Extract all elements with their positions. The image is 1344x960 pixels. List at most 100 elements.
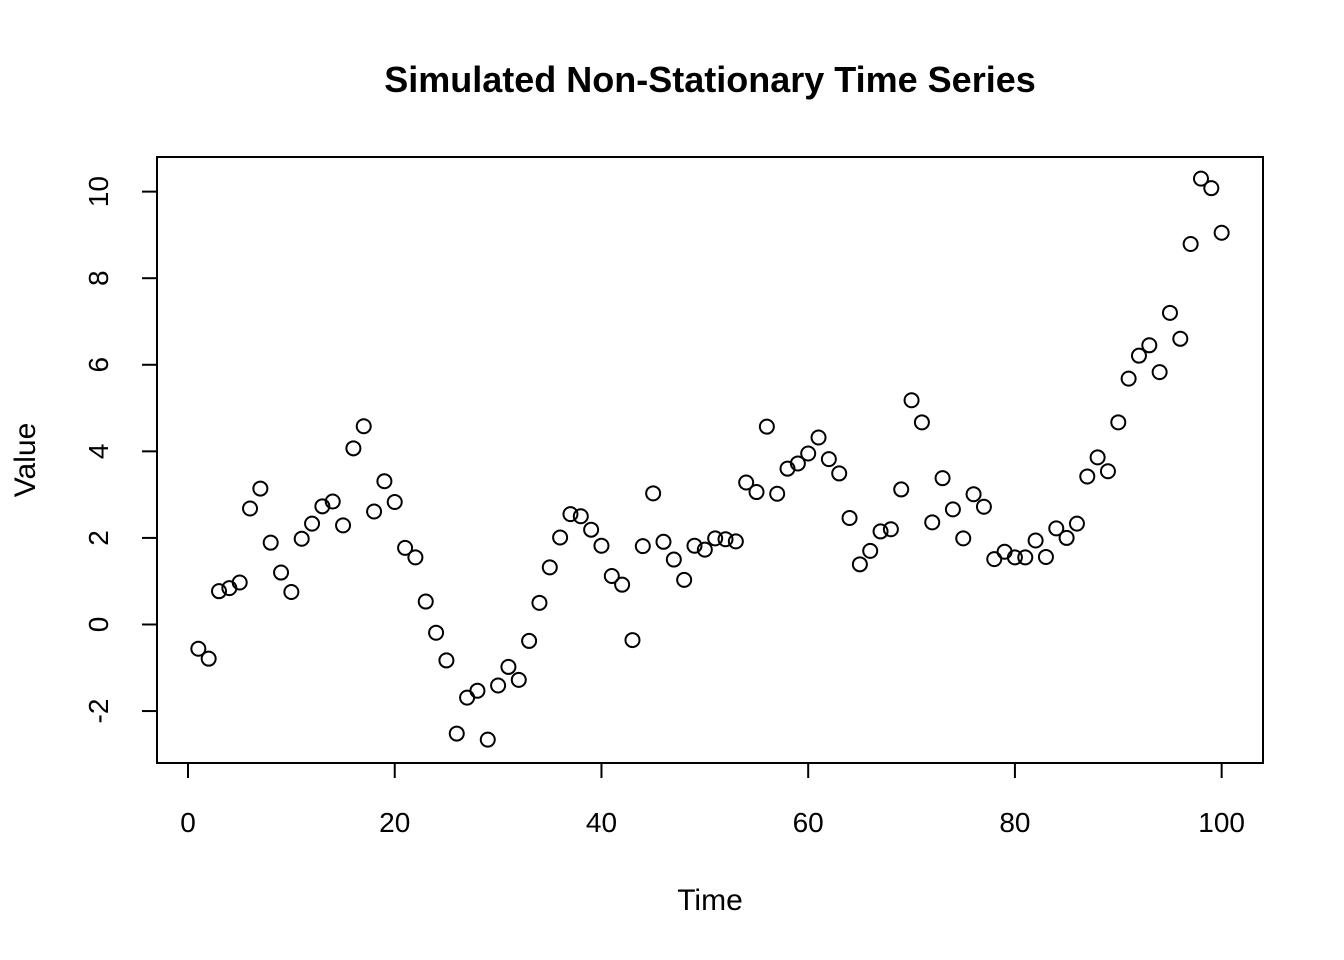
data-point bbox=[851, 556, 868, 573]
data-point bbox=[831, 465, 848, 482]
data-point bbox=[190, 640, 207, 657]
data-point bbox=[211, 583, 228, 600]
x-tick-label: 40 bbox=[586, 807, 617, 838]
data-point bbox=[293, 530, 310, 547]
data-point bbox=[1017, 549, 1034, 566]
data-point bbox=[1151, 364, 1168, 381]
data-point bbox=[748, 484, 765, 501]
data-point bbox=[521, 632, 538, 649]
data-point bbox=[634, 538, 651, 555]
data-point bbox=[1120, 370, 1137, 387]
data-point bbox=[273, 564, 290, 581]
data-point bbox=[676, 571, 693, 588]
x-axis: 0 20 40 60 80 100 bbox=[180, 762, 1245, 838]
data-point bbox=[417, 593, 434, 610]
data-point bbox=[1027, 532, 1044, 549]
data-point bbox=[448, 725, 465, 742]
x-tick-label: 20 bbox=[379, 807, 410, 838]
data-point bbox=[541, 559, 558, 576]
y-tick-label: 6 bbox=[83, 357, 114, 373]
data-point bbox=[252, 480, 269, 497]
data-point bbox=[872, 523, 889, 540]
data-point bbox=[428, 624, 445, 641]
data-points bbox=[190, 170, 1230, 748]
data-point bbox=[531, 594, 548, 611]
data-point bbox=[469, 682, 486, 699]
data-point bbox=[1099, 463, 1116, 480]
data-point bbox=[893, 481, 910, 498]
data-point bbox=[407, 549, 424, 566]
x-tick-label: 0 bbox=[180, 807, 196, 838]
data-point bbox=[944, 501, 961, 518]
data-point bbox=[200, 650, 217, 667]
data-point bbox=[283, 584, 300, 601]
data-point bbox=[862, 542, 879, 559]
data-point bbox=[593, 537, 610, 554]
y-axis: -2 0 2 4 6 8 10 bbox=[83, 176, 158, 724]
data-point bbox=[355, 418, 372, 435]
x-tick-label: 100 bbox=[1198, 807, 1245, 838]
y-tick-label: 10 bbox=[83, 176, 114, 207]
data-point bbox=[314, 498, 331, 515]
data-point bbox=[386, 493, 403, 510]
data-point bbox=[1161, 304, 1178, 321]
data-point bbox=[242, 500, 259, 517]
data-point bbox=[1192, 170, 1209, 187]
data-point bbox=[882, 521, 899, 538]
data-point bbox=[335, 517, 352, 534]
data-point bbox=[262, 534, 279, 551]
y-tick-label: 0 bbox=[83, 617, 114, 633]
data-point bbox=[479, 731, 496, 748]
data-point bbox=[500, 658, 517, 675]
data-point bbox=[366, 503, 383, 520]
data-point bbox=[769, 485, 786, 502]
data-point bbox=[1089, 449, 1106, 466]
data-point bbox=[800, 445, 817, 462]
data-point bbox=[1203, 180, 1220, 197]
y-axis-label: Value bbox=[9, 423, 42, 498]
data-point bbox=[955, 530, 972, 547]
data-point bbox=[614, 576, 631, 593]
data-point bbox=[583, 521, 600, 538]
data-point bbox=[696, 541, 713, 558]
data-point bbox=[304, 515, 321, 532]
chart-title: Simulated Non-Stationary Time Series bbox=[384, 59, 1036, 100]
x-tick-label: 80 bbox=[999, 807, 1030, 838]
data-point bbox=[903, 392, 920, 409]
data-point bbox=[1058, 529, 1075, 546]
data-point bbox=[624, 632, 641, 649]
data-point bbox=[324, 493, 341, 510]
data-point bbox=[924, 514, 941, 531]
data-point bbox=[572, 508, 589, 525]
data-point bbox=[986, 551, 1003, 568]
data-point bbox=[1068, 515, 1085, 532]
data-point bbox=[490, 677, 507, 694]
data-point bbox=[810, 429, 827, 446]
data-point bbox=[1110, 414, 1127, 431]
data-point bbox=[841, 510, 858, 527]
data-point bbox=[913, 414, 930, 431]
data-point bbox=[1130, 347, 1147, 364]
y-tick-label: 2 bbox=[83, 530, 114, 546]
data-point bbox=[1048, 520, 1065, 537]
data-point bbox=[965, 486, 982, 503]
y-tick-label: -2 bbox=[83, 699, 114, 724]
x-tick-label: 60 bbox=[793, 807, 824, 838]
data-point bbox=[975, 498, 992, 515]
data-point bbox=[397, 539, 414, 556]
data-point bbox=[789, 455, 806, 472]
data-point bbox=[1079, 468, 1096, 485]
data-point bbox=[707, 530, 724, 547]
data-point bbox=[603, 568, 620, 585]
plot-area-frame bbox=[156, 156, 1264, 764]
data-point bbox=[562, 506, 579, 523]
data-point bbox=[1006, 549, 1023, 566]
data-point bbox=[665, 551, 682, 568]
data-point bbox=[1037, 548, 1054, 565]
data-point bbox=[552, 529, 569, 546]
data-point bbox=[727, 533, 744, 550]
data-point bbox=[738, 474, 755, 491]
data-point bbox=[1213, 224, 1230, 241]
data-point bbox=[758, 418, 775, 435]
data-point bbox=[459, 689, 476, 706]
